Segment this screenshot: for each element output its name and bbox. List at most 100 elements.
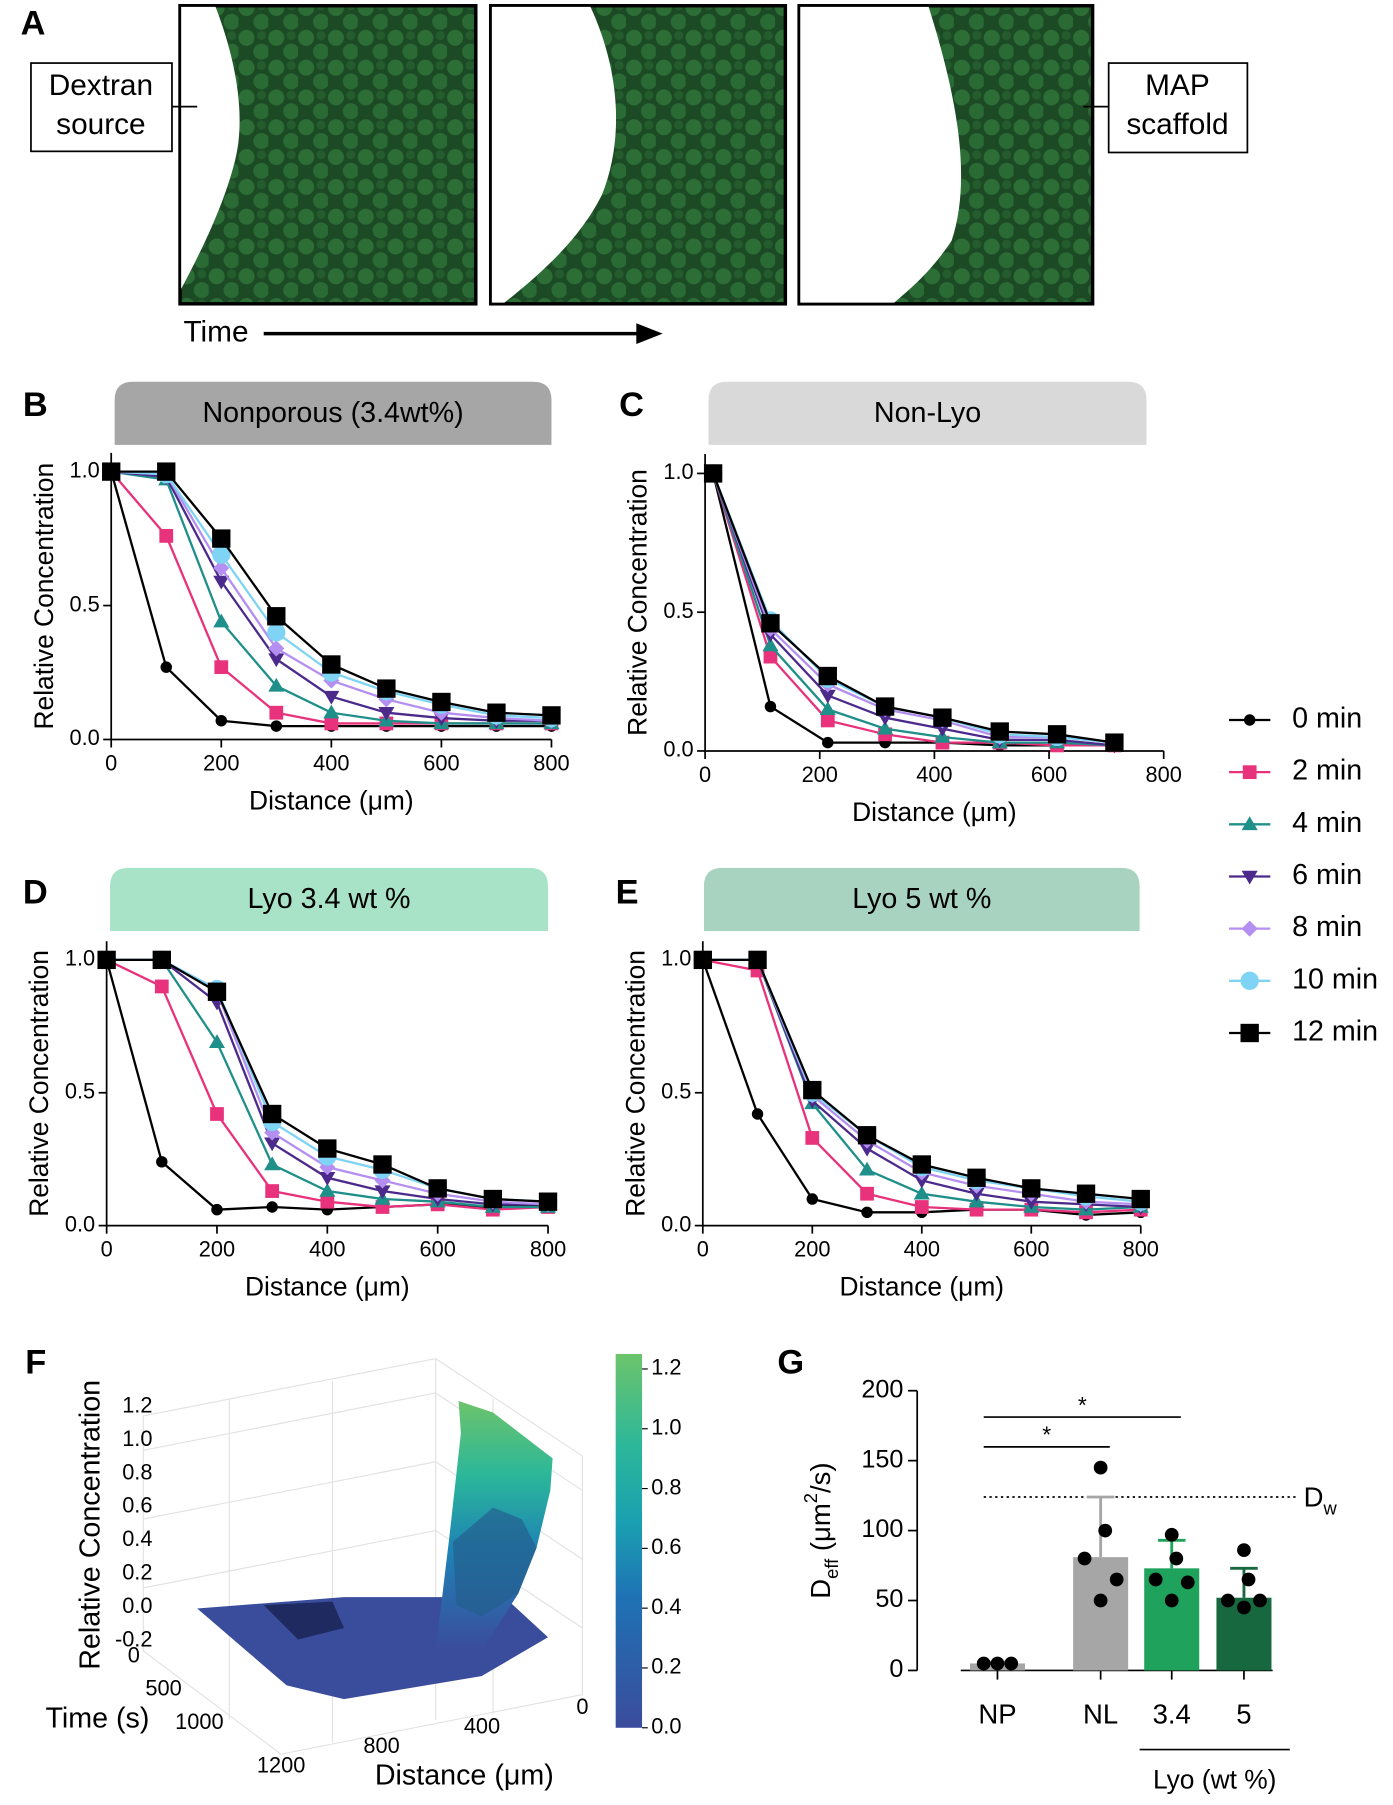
- panel-letter: D: [23, 873, 48, 911]
- data-point: [1164, 1527, 1179, 1542]
- data-point: [1237, 1543, 1251, 1558]
- chart-title: Non-Lyo: [874, 397, 981, 429]
- y-label-part: D: [805, 1579, 836, 1599]
- x-tick-label: 400: [309, 1237, 345, 1262]
- marker: [210, 1107, 224, 1121]
- y-label-part: eff: [822, 1558, 843, 1579]
- y-axis-label: Relative Concentration: [620, 950, 650, 1217]
- y-axis-label: Relative Concentration: [24, 950, 54, 1217]
- surface-plot: [142, 1357, 583, 1755]
- series-line: [712, 473, 1115, 747]
- dextran-front: [181, 6, 240, 289]
- y-tick-label: 0: [576, 1694, 588, 1719]
- marker: [432, 692, 451, 712]
- x-tick-label: 3.4: [1153, 1699, 1191, 1730]
- marker: [1105, 733, 1124, 752]
- z-tick-label: 0.2: [122, 1560, 152, 1585]
- marker: [805, 1131, 820, 1145]
- x-tick-label: 400: [904, 1237, 940, 1262]
- dextran-front: [800, 6, 962, 303]
- legend-label: 10 min: [1292, 963, 1378, 995]
- x-tick-label: 500: [145, 1676, 181, 1701]
- marker: [212, 545, 231, 564]
- y-tick-label: 0.0: [69, 725, 99, 750]
- box-grid: [143, 1358, 583, 1743]
- marker: [324, 716, 339, 731]
- marker: [208, 1034, 226, 1048]
- x-tick-label: 600: [420, 1237, 456, 1262]
- chart-title: Lyo 3.4 wt %: [248, 883, 411, 915]
- data-point: [1241, 1572, 1256, 1587]
- legend-label: 12 min: [1292, 1016, 1378, 1048]
- x-axis-label: Distance (μm): [839, 1272, 1004, 1302]
- marker: [763, 649, 778, 664]
- marker: [268, 640, 285, 657]
- marker: [318, 1139, 337, 1158]
- marker: [378, 706, 395, 721]
- data-point: [1253, 1593, 1267, 1608]
- y-axis-label: Relative Concentration: [623, 469, 653, 736]
- panel-letter: E: [616, 873, 639, 911]
- marker: [761, 614, 780, 633]
- x-tick-label: 600: [1031, 762, 1067, 787]
- x-tick-label: 0: [697, 1237, 709, 1262]
- x-tick-label: 0: [699, 762, 711, 787]
- series-line: [712, 473, 1115, 747]
- marker: [913, 1174, 930, 1189]
- x-tick-label: 600: [1013, 1237, 1049, 1262]
- y-tick-label: 200: [861, 1375, 903, 1403]
- data-point: [990, 1656, 1005, 1671]
- data-point: [1109, 1572, 1124, 1587]
- x-tick-label: 200: [199, 1237, 235, 1262]
- colorbar-tick-label: 0.2: [651, 1654, 681, 1679]
- y-tick-label: 400: [464, 1714, 500, 1739]
- x-tick-label: 600: [423, 750, 459, 775]
- y-label-part: 2: [801, 1493, 822, 1503]
- legend-label: 2 min: [1292, 755, 1362, 787]
- colorbar: [615, 1354, 643, 1728]
- significance-label: *: [1078, 1392, 1087, 1418]
- y-tick-label: 100: [861, 1515, 903, 1543]
- marker: [806, 1193, 819, 1205]
- legend-label: 4 min: [1292, 807, 1362, 839]
- marker: [859, 1161, 876, 1176]
- data-point: [1098, 1523, 1113, 1538]
- marker: [877, 720, 894, 735]
- label-box: [1107, 62, 1249, 154]
- marker: [819, 701, 836, 716]
- marker: [211, 1203, 223, 1216]
- marker: [967, 1168, 986, 1187]
- y-tick-label: 800: [363, 1733, 399, 1758]
- x-axis-label: Distance (μm): [249, 786, 414, 816]
- marker: [933, 708, 952, 727]
- chart-title: Lyo 5 wt %: [852, 883, 991, 915]
- dextran-front: [491, 6, 617, 303]
- colorbar-tick-label: 0.6: [651, 1534, 681, 1559]
- title-bar: [114, 381, 552, 445]
- marker: [97, 950, 116, 970]
- marker: [320, 1194, 335, 1209]
- y-tick-label: 0.0: [661, 1211, 691, 1236]
- marker: [1241, 870, 1258, 885]
- marker: [270, 720, 283, 732]
- z-tick-label: 0.4: [122, 1526, 152, 1551]
- marker: [264, 1156, 281, 1171]
- marker: [1241, 816, 1258, 831]
- marker: [764, 700, 777, 713]
- marker: [542, 706, 561, 725]
- marker: [748, 950, 767, 970]
- x-tick-label: 5: [1236, 1699, 1251, 1730]
- x-tick-label: 400: [916, 762, 952, 787]
- marker: [1022, 1179, 1041, 1198]
- marker: [1023, 1195, 1040, 1210]
- reference-label-sub: w: [1322, 1498, 1337, 1519]
- y-tick-label: 0.5: [69, 591, 99, 616]
- panel-letter: A: [21, 4, 46, 42]
- marker: [215, 715, 228, 727]
- marker: [990, 722, 1009, 741]
- marker: [1047, 725, 1067, 744]
- marker: [262, 1104, 282, 1124]
- series-line: [712, 473, 1115, 744]
- marker: [266, 1201, 278, 1213]
- data-point: [1169, 1551, 1184, 1566]
